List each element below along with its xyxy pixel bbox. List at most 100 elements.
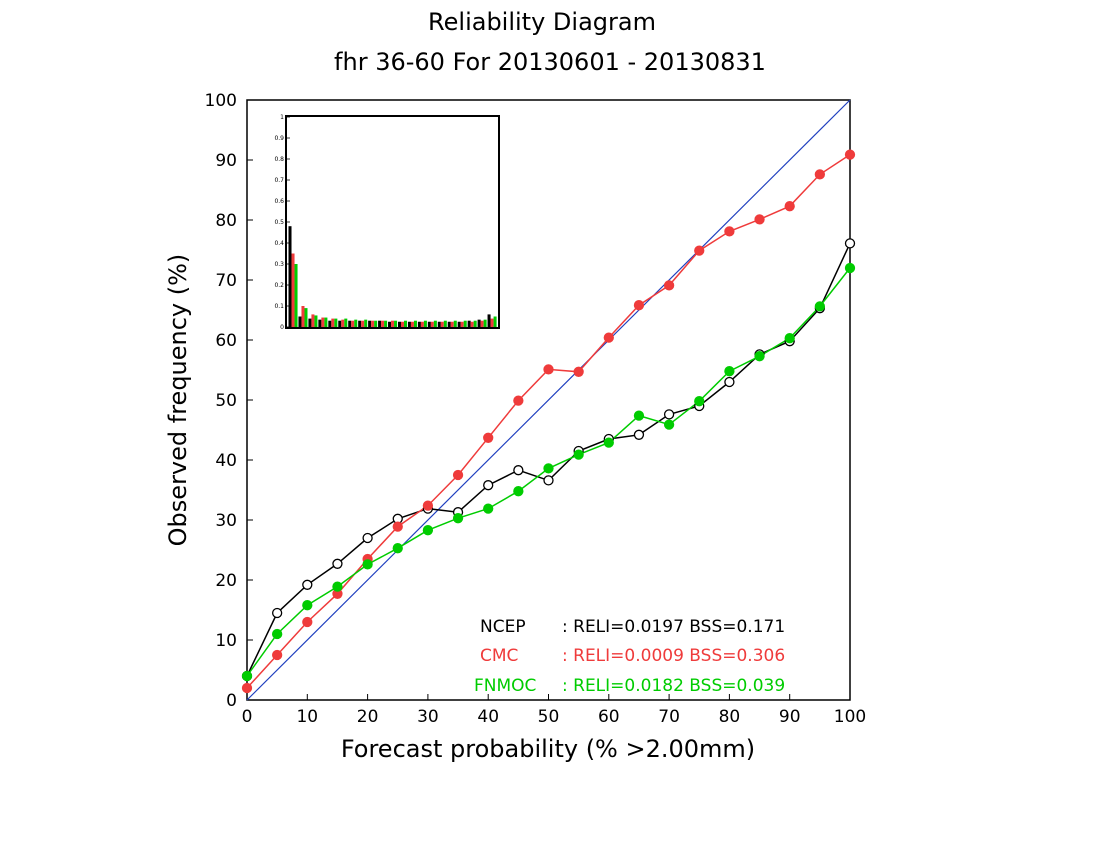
series-layer [241,149,856,694]
inset-bar-cmc [391,320,395,327]
data-point-ncep [513,465,524,476]
data-point-cmc [724,226,735,237]
inset-bar-ncep [437,321,441,327]
x-tick-label: 20 [357,707,379,727]
x-tick-label: 100 [834,707,866,727]
data-point-cmc [392,521,403,532]
inset-bar-fnmoc [384,320,388,327]
data-point-fnmoc [392,543,403,554]
inset-tick-label: 0.4 [274,240,284,247]
inset-bar-fnmoc [324,317,328,327]
inset-bar-cmc [480,320,484,327]
y-axis-ticks: 0 10 20 30 40 50 60 70 80 90 100 [205,91,253,711]
data-point-cmc [241,682,253,694]
inset-bar-ncep [348,320,352,327]
data-point-cmc [573,366,584,377]
x-axis-label: Forecast probability (% >2.00mm) [341,735,755,763]
x-tick-label: 10 [296,707,318,727]
data-point-fnmoc [483,503,494,514]
data-point-fnmoc [271,628,283,640]
inset-bar-ncep [328,320,332,327]
data-point-fnmoc [452,513,464,524]
inset-bar-cmc [331,318,335,327]
forecast-frequency-inset: 0 0.1 0.2 0.3 0.4 0.5 0.6 0.7 0.8 0.9 1 [274,114,500,331]
inset-bar-fnmoc [463,320,467,327]
data-point-ncep [362,532,373,544]
y-tick-label: 70 [215,271,237,291]
data-point-cmc [422,500,434,511]
x-tick-label: 50 [538,707,560,727]
inset-bar-cmc [321,317,325,327]
inset-tick-label: 0.7 [274,177,284,184]
data-point-ncep [271,607,283,619]
inset-bar-ncep [388,321,392,327]
x-tick-label: 90 [779,707,801,727]
data-point-cmc [754,214,765,225]
x-tick-label: 70 [658,707,680,727]
inset-bar-ncep [417,321,421,327]
perfect-reliability-line [246,99,851,701]
legend: NCEP : RELI=0.0197 BSS=0.171 CMC : RELI=… [474,617,785,696]
data-point-cmc [483,432,494,443]
data-point-cmc [603,332,614,343]
y-tick-label: 30 [215,511,237,531]
data-point-cmc [814,169,825,180]
inset-bar-ncep [487,314,491,327]
inset-bar-cmc [490,318,494,327]
legend-ncep-stats: : RELI=0.0197 BSS=0.171 [562,617,785,637]
legend-cmc-stats: : RELI=0.0009 BSS=0.306 [562,646,785,666]
inset-bar-cmc [381,320,385,327]
data-point-cmc [543,364,554,375]
inset-tick-label: 0.3 [274,261,284,268]
inset-bar-cmc [450,321,454,327]
inset-bar-ncep [407,321,411,327]
data-point-fnmoc [332,581,343,592]
y-tick-label: 60 [215,331,237,351]
data-point-ncep [302,579,313,590]
x-tick-label: 40 [477,707,499,727]
inset-bar-fnmoc [413,320,417,327]
x-tick-label: 60 [598,707,620,727]
x-tick-label: 0 [242,707,253,727]
inset-tick-label: 0.2 [274,282,284,289]
inset-bar-cmc [341,319,345,327]
inset-bar-ncep [368,320,372,327]
inset-bar-fnmoc [493,316,497,327]
data-point-fnmoc [724,366,735,377]
y-tick-label: 100 [205,91,237,111]
inset-bar-ncep [467,320,471,327]
inset-frame [285,115,500,329]
inset-bar-fnmoc [354,319,358,327]
x-tick-label: 80 [719,707,741,727]
inset-bar-fnmoc [394,320,398,327]
inset-bar-ncep [457,321,461,327]
inset-bar-cmc [410,321,414,327]
inset-bar-fnmoc [433,320,437,327]
y-tick-label: 0 [226,691,237,711]
data-point-fnmoc [694,396,705,407]
inset-bar-cmc [371,320,375,327]
legend-fnmoc-name: FNMOC [474,676,536,696]
y-tick-label: 50 [215,391,237,411]
data-point-cmc [663,280,675,291]
data-point-cmc [271,649,283,661]
chart-subtitle: fhr 36-60 For 20130601 - 20130831 [334,48,766,76]
y-axis-label: Observed frequency (%) [164,254,192,547]
inset-bar-cmc [400,321,405,327]
inset-bar-fnmoc [453,320,457,327]
inset-bar-ncep [318,319,322,327]
inset-bar-cmc [291,253,295,327]
inset-bar-ncep [447,321,451,327]
y-tick-label: 20 [215,571,237,591]
y-tick-label: 80 [215,211,237,231]
inset-bar-ncep [298,316,302,327]
inset-bar-fnmoc [443,320,447,327]
data-point-cmc [452,469,464,481]
inset-bar-fnmoc [374,320,378,327]
inset-bar-fnmoc [314,315,318,327]
inset-tick-label: 0 [280,324,284,331]
data-point-cmc [844,149,856,160]
data-point-fnmoc [362,559,373,570]
data-point-ncep [483,480,494,491]
inset-bars [288,226,497,327]
